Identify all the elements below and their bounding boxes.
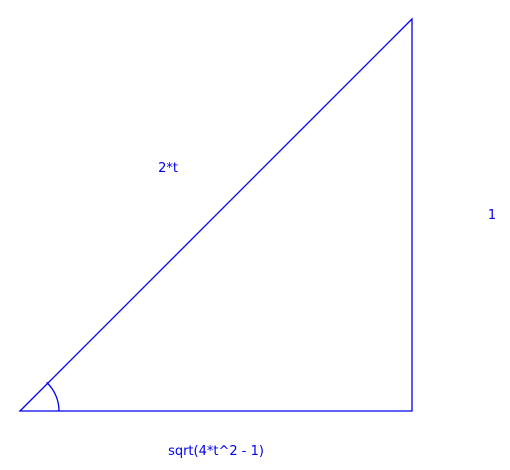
adjacent-side-label: sqrt(4*t^2 - 1) — [168, 444, 264, 459]
hypotenuse-label: 2*t — [158, 161, 178, 176]
triangle — [18, 17, 413, 412]
opposite-side-label: 1 — [488, 208, 496, 223]
angle-arc — [46, 381, 60, 412]
